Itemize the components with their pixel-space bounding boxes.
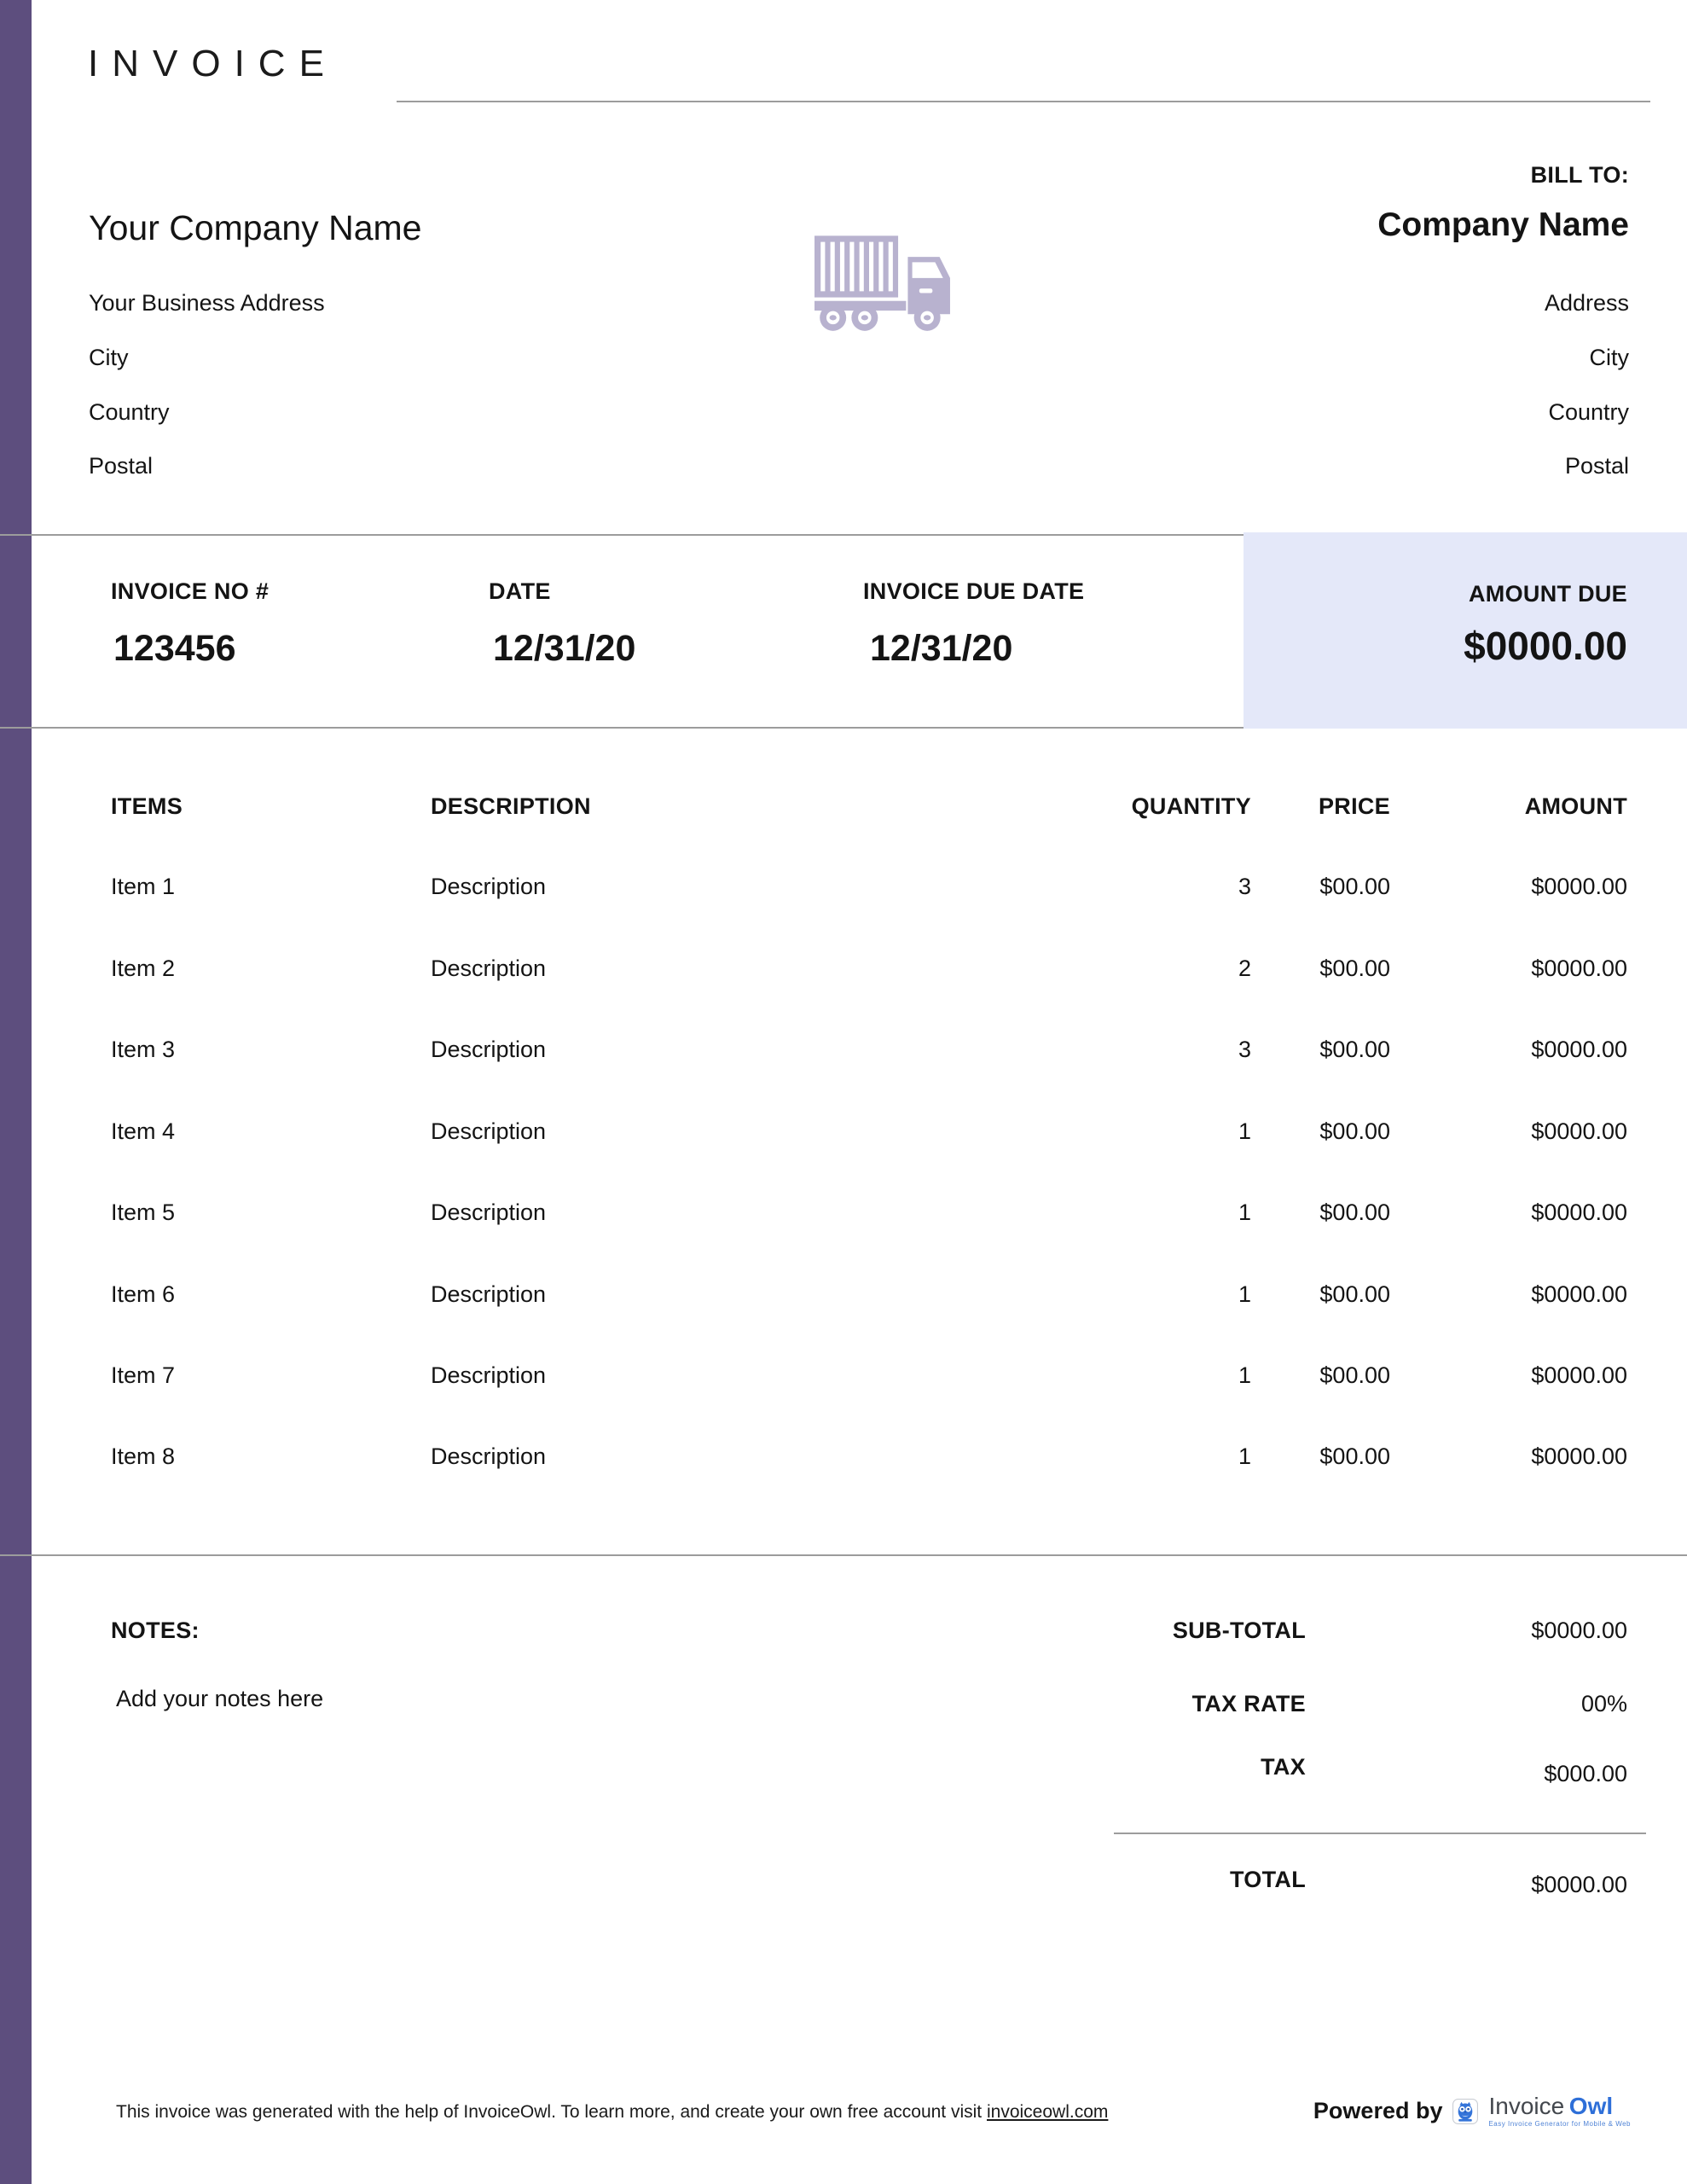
item-amount: $0000.00: [1531, 1362, 1627, 1388]
item-amount: $0000.00: [1531, 1037, 1627, 1062]
due-date-label: INVOICE DUE DATE: [863, 578, 1085, 604]
company-name: Your Company Name: [89, 208, 422, 247]
notes-text: Add your notes here: [116, 1686, 324, 1711]
logo-text-invoice: Invoice: [1488, 2093, 1565, 2119]
item-quantity: 2: [1238, 956, 1251, 981]
summary-bar-top-border: [0, 534, 1244, 536]
item-amount: $0000.00: [1531, 1443, 1627, 1469]
subtotal-label: SUB-TOTAL: [1172, 1618, 1306, 1643]
summary-bar-bottom-border: [0, 727, 1244, 729]
logo-text-owl: Owl: [1568, 2093, 1614, 2119]
invoice-no-value: 123456: [113, 628, 236, 669]
invoice-no-label: INVOICE NO #: [111, 578, 270, 604]
item-description: Description: [431, 1199, 547, 1225]
bill-to-city: City: [1589, 345, 1630, 370]
company-country: Country: [89, 399, 170, 425]
item-price: $00.00: [1319, 1037, 1390, 1062]
total-divider: [1114, 1833, 1646, 1834]
powered-by-label: Powered by: [1313, 2098, 1443, 2123]
col-header-price: PRICE: [1318, 793, 1390, 819]
invoiceowl-owl-icon: [1452, 2098, 1479, 2124]
company-address: Your Business Address: [89, 290, 325, 316]
col-header-quantity: QUANTITY: [1131, 793, 1251, 819]
bill-to-postal: Postal: [1564, 453, 1629, 479]
bill-to-company-name: Company Name: [1377, 206, 1629, 243]
item-amount: $0000.00: [1531, 1199, 1627, 1225]
amount-due-value: $0000.00: [1464, 624, 1627, 668]
invoiceowl-link[interactable]: invoiceowl.com: [986, 2102, 1109, 2122]
item-name: Item 7: [111, 1362, 176, 1388]
notes-label: NOTES:: [111, 1618, 200, 1643]
amount-due-label: AMOUNT DUE: [1469, 581, 1627, 607]
item-description: Description: [431, 874, 547, 899]
item-amount: $0000.00: [1531, 1118, 1627, 1144]
item-description: Description: [431, 1443, 547, 1469]
item-price: $00.00: [1319, 874, 1390, 899]
company-postal: Postal: [89, 453, 154, 479]
bill-to-country: Country: [1548, 399, 1629, 425]
items-bottom-divider: [0, 1554, 1687, 1556]
due-date-value: 12/31/20: [870, 628, 1013, 669]
item-quantity: 3: [1238, 1037, 1251, 1062]
date-value: 12/31/20: [493, 628, 636, 669]
company-city: City: [89, 345, 129, 370]
col-header-description: DESCRIPTION: [431, 793, 591, 819]
item-price: $00.00: [1319, 956, 1390, 981]
title-divider: [397, 101, 1650, 102]
bill-to-label: BILL TO:: [1530, 162, 1629, 188]
item-quantity: 1: [1238, 1118, 1251, 1144]
tax-value: $000.00: [1544, 1761, 1627, 1786]
item-name: Item 8: [111, 1443, 176, 1469]
item-name: Item 3: [111, 1037, 176, 1062]
item-description: Description: [431, 1118, 547, 1144]
total-label: TOTAL: [1230, 1867, 1306, 1892]
tax-rate-label: TAX RATE: [1191, 1691, 1306, 1716]
bill-to-address: Address: [1544, 290, 1629, 316]
col-header-amount: AMOUNT: [1524, 793, 1627, 819]
logo-tagline: Easy Invoice Generator for Mobile & Web: [1488, 2120, 1631, 2128]
footer-note: This invoice was generated with the help…: [116, 2102, 1108, 2123]
item-name: Item 2: [111, 956, 176, 981]
item-amount: $0000.00: [1531, 874, 1627, 899]
item-price: $00.00: [1319, 1281, 1390, 1307]
invoiceowl-wordmark-line: Invoice Owl: [1488, 2094, 1631, 2118]
item-price: $00.00: [1319, 1199, 1390, 1225]
item-quantity: 1: [1238, 1443, 1251, 1469]
item-quantity: 1: [1238, 1281, 1251, 1307]
tax-label: TAX: [1261, 1754, 1306, 1780]
total-value: $0000.00: [1531, 1872, 1627, 1897]
item-quantity: 3: [1238, 874, 1251, 899]
tax-rate-value: 00%: [1580, 1691, 1627, 1716]
item-price: $00.00: [1319, 1362, 1390, 1388]
item-name: Item 1: [111, 874, 176, 899]
item-quantity: 1: [1238, 1362, 1251, 1388]
item-amount: $0000.00: [1531, 956, 1627, 981]
date-label: DATE: [489, 578, 551, 604]
item-description: Description: [431, 956, 547, 981]
page-title: INVOICE: [88, 43, 338, 84]
item-price: $00.00: [1319, 1118, 1390, 1144]
item-description: Description: [431, 1037, 547, 1062]
col-header-items: ITEMS: [111, 793, 183, 819]
delivery-truck-icon: [815, 235, 950, 331]
item-description: Description: [431, 1281, 547, 1307]
powered-by-logo[interactable]: Powered by Invoice Owl Easy Invoic: [1313, 2094, 1631, 2128]
footer-note-text: This invoice was generated with the help…: [116, 2102, 987, 2122]
subtotal-value: $0000.00: [1531, 1618, 1627, 1643]
item-price: $00.00: [1319, 1443, 1390, 1469]
left-accent-bar: [0, 0, 32, 2184]
item-name: Item 5: [111, 1199, 176, 1225]
item-name: Item 4: [111, 1118, 176, 1144]
item-amount: $0000.00: [1531, 1281, 1627, 1307]
amount-due-panel: [1244, 532, 1687, 729]
item-name: Item 6: [111, 1281, 176, 1307]
item-description: Description: [431, 1362, 547, 1388]
item-quantity: 1: [1238, 1199, 1251, 1225]
invoiceowl-wordmark: Invoice Owl Easy Invoice Generator for M…: [1488, 2094, 1631, 2128]
